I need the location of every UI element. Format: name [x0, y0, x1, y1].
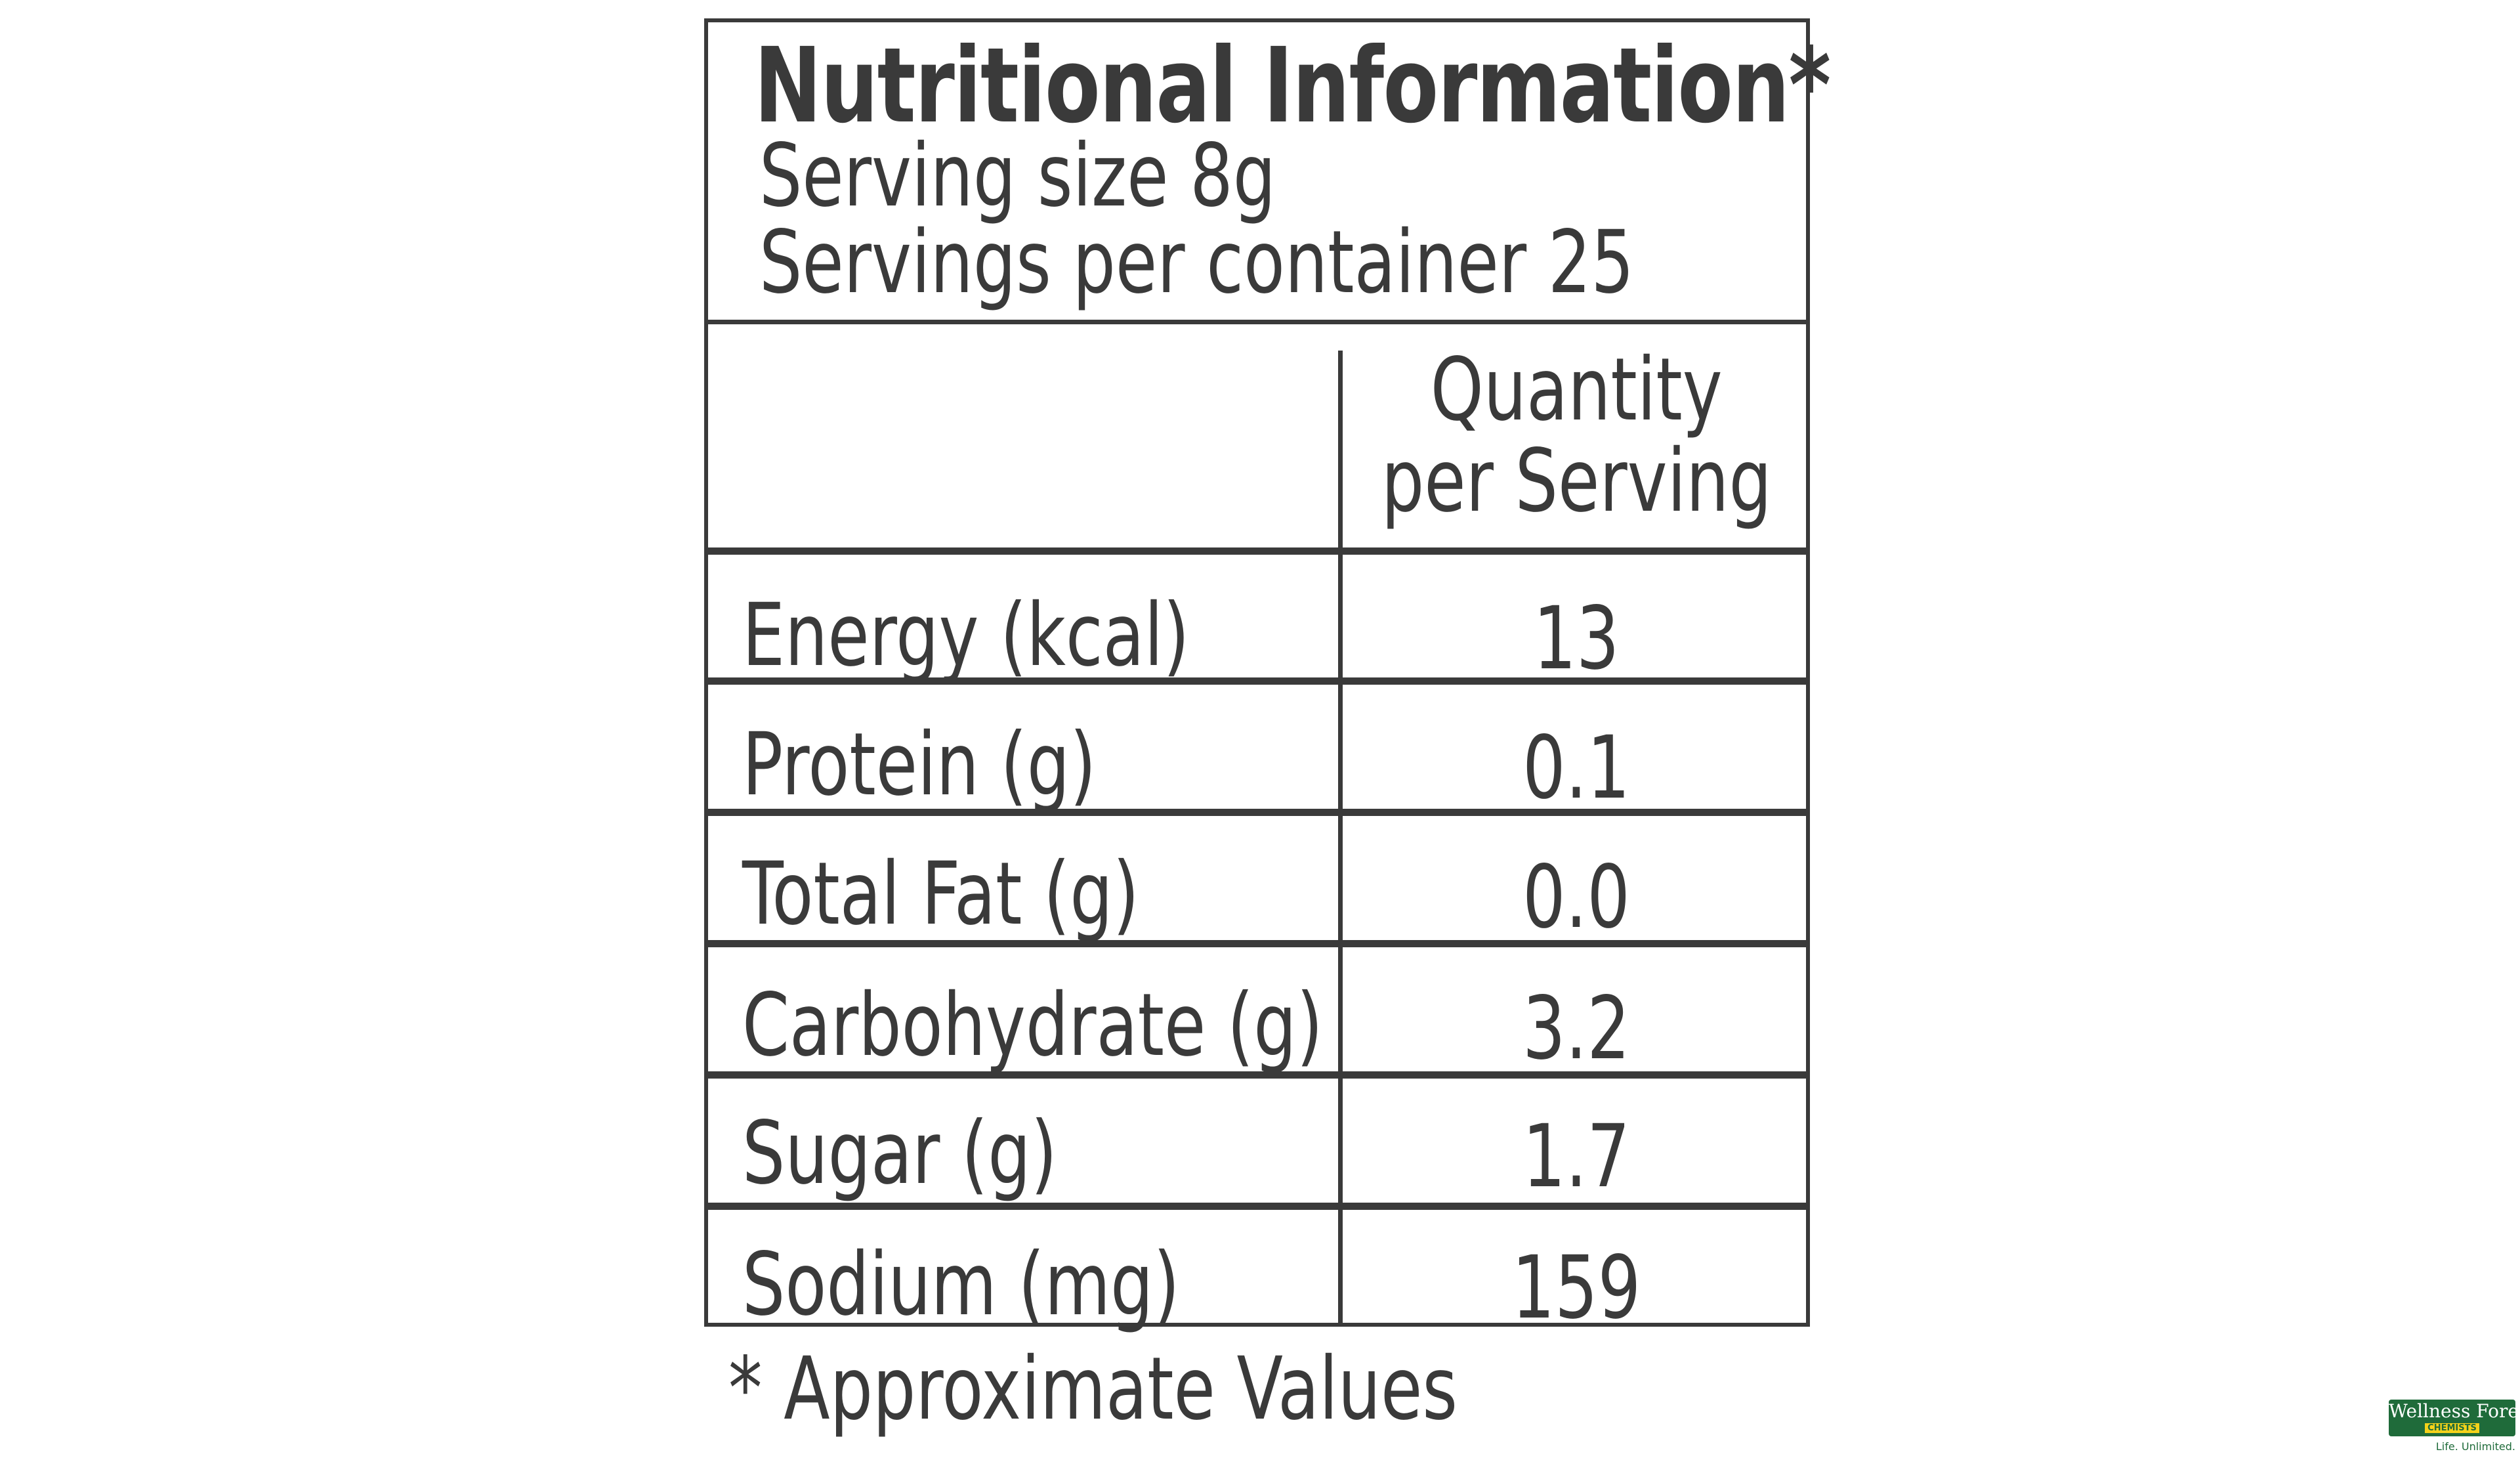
row-divider — [708, 1071, 1806, 1079]
nutrient-label-energy: Energy (kcal) — [742, 585, 1190, 686]
logo-badge: Wellness Forever CHEMISTS — [2389, 1400, 2520, 1436]
nutrition-header: Nutritional Information* Serving size 8g… — [708, 22, 1831, 324]
serving-size: Serving size 8g — [759, 125, 1276, 226]
nutrient-label-sodium: Sodium (mg) — [742, 1234, 1180, 1335]
nutrient-value-energy: 13 — [1533, 588, 1620, 689]
nutrient-label-protein: Protein (g) — [742, 714, 1097, 815]
wellness-forever-logo: Wellness Forever CHEMISTS Life. Unlimite… — [2389, 1400, 2520, 1456]
nutrient-value-total-fat: 0.0 — [1522, 847, 1630, 948]
nutrient-label-carbohydrate: Carbohydrate (g) — [742, 975, 1323, 1076]
logo-tagline: Life. Unlimited. — [2435, 1440, 2515, 1453]
nutrient-label-total-fat: Total Fat (g) — [742, 844, 1139, 945]
nutrient-value-sugar: 1.7 — [1522, 1106, 1630, 1207]
row-divider — [708, 809, 1806, 816]
nutrition-facts-panel: Nutritional Information* Serving size 8g… — [704, 18, 1831, 1335]
footnote: * Approximate Values — [728, 1339, 1458, 1440]
nutrition-title: Nutritional Information* — [754, 26, 1831, 146]
row-divider — [708, 1203, 1806, 1210]
nutrient-value-carbohydrate: 3.2 — [1522, 978, 1630, 1079]
nutrition-table: Quantity per Serving Energy (kcal) 13 Pr… — [708, 324, 1806, 1335]
row-divider — [708, 547, 1806, 555]
servings-per-container: Servings per container 25 — [759, 212, 1634, 313]
nutrient-value-sodium: 159 — [1511, 1237, 1641, 1339]
row-divider — [708, 677, 1806, 685]
column-divider — [1338, 351, 1343, 1327]
quantity-column-header: Quantity per Serving — [1381, 339, 1772, 532]
nutrient-label-sugar: Sugar (g) — [742, 1103, 1057, 1204]
row-divider — [708, 940, 1806, 947]
logo-name: Wellness Forever — [2389, 1400, 2520, 1422]
logo-sub: CHEMISTS — [2425, 1423, 2479, 1433]
nutrient-value-protein: 0.1 — [1522, 718, 1630, 819]
